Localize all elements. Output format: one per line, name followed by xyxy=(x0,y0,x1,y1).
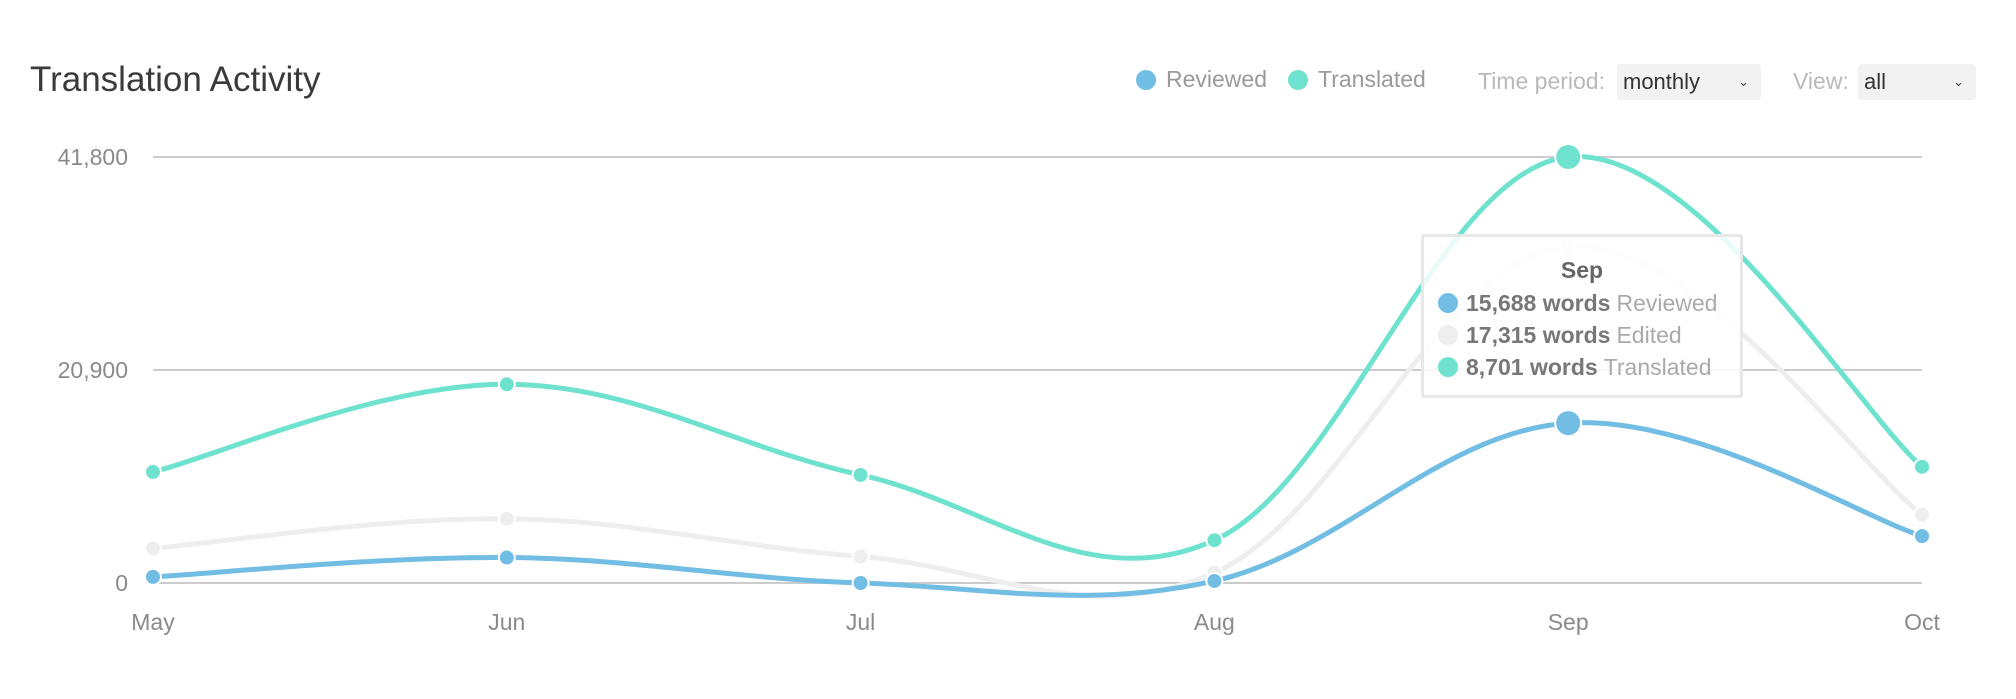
data-point-reviewed xyxy=(851,574,870,592)
tooltip-value: 8,701 words xyxy=(1466,353,1598,380)
data-point-edited xyxy=(851,547,870,566)
translated-dot-icon xyxy=(1288,69,1308,90)
data-point-edited xyxy=(497,509,516,528)
tooltip-row-translated: 8,701 words Translated xyxy=(1438,354,1740,380)
data-point-translated xyxy=(851,465,870,484)
chevron-down-icon: ⌄ xyxy=(1953,74,1964,89)
time-period-value: monthly xyxy=(1623,69,1701,94)
chart-title: Translation Activity xyxy=(30,60,321,99)
legend-item-reviewed[interactable]: Reviewed xyxy=(1136,66,1267,93)
data-point-reviewed xyxy=(497,548,516,567)
tooltip-label: Reviewed xyxy=(1616,289,1718,316)
x-tick-label: Oct xyxy=(1904,609,1940,635)
chevron-down-icon: ⌄ xyxy=(1738,74,1749,89)
data-point-reviewed xyxy=(1554,409,1583,438)
tooltip: Sep 15,688 words Reviewed 17,315 words E… xyxy=(1421,234,1743,398)
tooltip-label: Edited xyxy=(1616,321,1682,348)
tooltip-label: Translated xyxy=(1603,353,1712,380)
x-tick-label: May xyxy=(131,609,175,635)
tooltip-row-reviewed: 15,688 words Reviewed xyxy=(1438,290,1740,316)
x-tick-label: Jul xyxy=(846,609,875,635)
legend-label-reviewed: Reviewed xyxy=(1166,66,1267,92)
data-point-edited xyxy=(1913,505,1931,524)
series-line-translated xyxy=(150,154,1925,561)
y-tick-label: 20,900 xyxy=(58,357,128,383)
data-point-translated xyxy=(144,462,162,481)
tooltip-value: 15,688 words xyxy=(1466,289,1611,316)
data-point-reviewed xyxy=(1913,527,1931,546)
y-tick-label: 41,800 xyxy=(58,144,128,170)
data-point-translated xyxy=(1554,143,1583,171)
tooltip-row-edited: 17,315 words Edited xyxy=(1438,322,1740,348)
view-select[interactable]: all ⌄ xyxy=(1858,64,1976,100)
data-point-reviewed xyxy=(144,567,162,586)
x-tick-label: Aug xyxy=(1194,609,1235,635)
legend-label-translated: Translated xyxy=(1318,66,1426,92)
view-value: all xyxy=(1864,69,1887,94)
data-point-translated xyxy=(1913,457,1931,476)
x-tick-label: Jun xyxy=(488,609,525,635)
view-label: View: xyxy=(1793,68,1849,94)
legend-item-translated[interactable]: Translated xyxy=(1288,66,1426,93)
data-point-translated xyxy=(1205,531,1224,550)
tooltip-title: Sep xyxy=(1560,257,1604,283)
data-point-edited xyxy=(144,539,162,558)
translated-dot-icon xyxy=(1438,357,1458,377)
data-point-reviewed xyxy=(1205,571,1224,590)
data-point-translated xyxy=(497,375,516,394)
time-period-select[interactable]: monthly ⌄ xyxy=(1617,64,1761,100)
x-tick-label: Sep xyxy=(1548,609,1589,635)
series-line-reviewed xyxy=(150,420,1925,598)
reviewed-dot-icon xyxy=(1136,69,1156,90)
edited-dot-icon xyxy=(1438,325,1458,345)
time-period-label: Time period: xyxy=(1478,68,1605,94)
reviewed-dot-icon xyxy=(1438,293,1458,313)
y-tick-label: 0 xyxy=(115,570,128,596)
tooltip-value: 17,315 words xyxy=(1466,321,1611,348)
